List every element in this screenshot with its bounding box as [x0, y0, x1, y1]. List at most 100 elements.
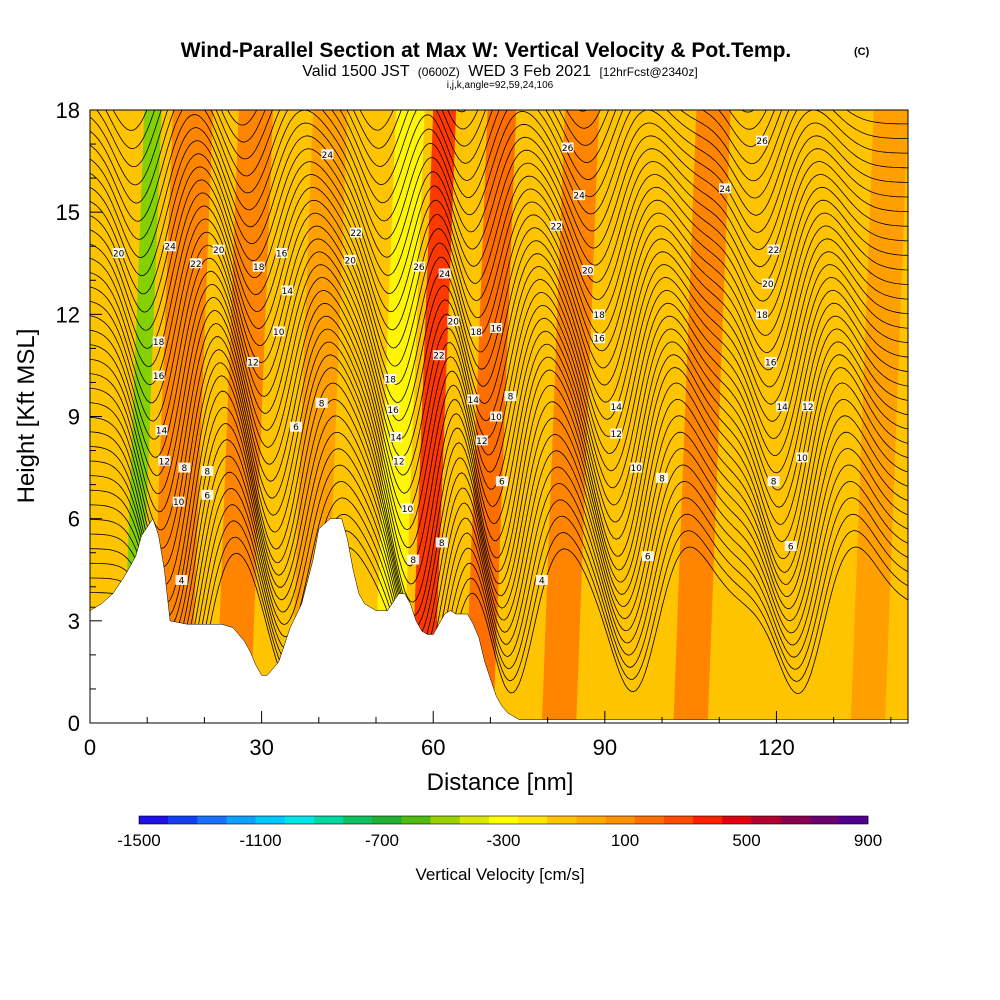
colorbar-swatch: [343, 816, 372, 824]
contour-label-text: 18: [153, 338, 165, 348]
colorbar-swatch: [839, 816, 868, 824]
plot-area: 20 24 22 20 18 16 14 10 12 8 6 24 22 20 18 16 14 12 10 8 26 2…: [90, 33, 908, 728]
contour-label-text: 6: [788, 542, 794, 552]
colorbar-swatch: [139, 816, 168, 824]
y-tick-label: 18: [56, 98, 80, 123]
contour-label: 18: [756, 309, 768, 321]
contour-label-text: 20: [582, 267, 594, 277]
contour-label-text: 10: [796, 454, 808, 464]
contour-label: 12: [247, 357, 259, 369]
contour-label: 20: [582, 265, 594, 277]
contour-label: 22: [350, 228, 362, 240]
contour-label: 12: [158, 456, 170, 468]
y-tick-label: 15: [56, 200, 80, 225]
contour-label: 24: [164, 241, 176, 253]
copyright-mark: (C): [854, 46, 870, 58]
contour-label-text: 16: [153, 372, 165, 382]
contour-label: 16: [490, 323, 502, 335]
forecast-info: [12hrFcst@2340z]: [599, 65, 697, 79]
colorbar-label: 100: [611, 831, 639, 850]
contour-label-text: 20: [113, 250, 125, 260]
contour-label: 26: [562, 142, 574, 154]
contour-label: 12: [393, 456, 405, 468]
colorbar-swatch: [547, 816, 576, 824]
contour-label-text: 24: [573, 192, 585, 202]
colorbar-swatch: [460, 816, 489, 824]
contour-label: 16: [276, 248, 288, 259]
x-tick-label: 30: [249, 735, 273, 760]
contour-label: 8: [178, 463, 190, 475]
contour-label-text: 20: [448, 318, 460, 328]
contour-label: 24: [321, 149, 333, 161]
contour-label-text: 12: [159, 457, 170, 467]
contour-label: 8: [656, 473, 668, 485]
contour-label-text: 12: [247, 359, 258, 369]
contour-label-text: 22: [350, 229, 361, 239]
contour-label-text: 16: [593, 335, 605, 345]
contour-label-text: 20: [213, 246, 225, 256]
contour-label: 6: [642, 551, 654, 563]
contour-label: 26: [756, 136, 768, 148]
contour-label: 20: [762, 279, 774, 291]
contour-label-text: 6: [499, 478, 505, 488]
colorbar-swatch: [285, 816, 314, 824]
contour-label-text: 8: [508, 393, 514, 403]
contour-label: 22: [433, 350, 445, 362]
contour-label: 16: [387, 405, 399, 417]
contour-label: 12: [610, 429, 622, 441]
contour-label-text: 14: [468, 396, 480, 406]
contour-label-text: 22: [190, 260, 201, 270]
contour-label-text: 6: [293, 423, 299, 433]
x-axis-title: Distance [nm]: [427, 769, 574, 796]
x-tick-label: 0: [84, 735, 96, 760]
contour-label: 8: [436, 538, 448, 550]
contour-label: 6: [201, 490, 213, 502]
contour-label-text: 22: [550, 222, 561, 232]
contour-label-text: 20: [345, 256, 357, 266]
contour-label: 18: [253, 262, 265, 274]
contour-label: 22: [550, 221, 562, 233]
colorbar-swatch: [781, 816, 810, 824]
colorbar-label: 500: [732, 831, 760, 850]
contour-label: 26: [413, 262, 425, 274]
contour-label: 8: [201, 466, 213, 478]
y-tick-label: 12: [56, 302, 80, 327]
contour-label: 6: [496, 476, 508, 488]
contour-label-text: 26: [756, 137, 768, 147]
contour-label-text: 8: [659, 474, 665, 484]
colorbar-swatch: [606, 816, 635, 824]
contour-label: 10: [490, 412, 502, 424]
colorbar-swatch: [722, 816, 751, 824]
contour-label: 14: [390, 432, 402, 444]
contour-label: 4: [536, 575, 548, 587]
contour-label: 6: [785, 541, 797, 553]
contour-label: 14: [776, 401, 788, 413]
chart-title: Wind-Parallel Section at Max W: Vertical…: [181, 39, 792, 62]
valid-prefix: Valid 1500 JST: [302, 63, 410, 80]
contour-label-text: 12: [611, 430, 622, 440]
x-tick-label: 90: [593, 735, 617, 760]
colorbar-label: -1500: [117, 831, 160, 850]
utc-time: (0600Z): [418, 65, 460, 79]
contour-label-text: 12: [802, 403, 813, 413]
contour-label-text: 8: [439, 539, 445, 549]
colorbar-swatch: [197, 816, 226, 824]
contour-label: 24: [573, 190, 585, 202]
contour-label: 18: [470, 326, 482, 338]
contour-label: 12: [802, 401, 814, 413]
colorbar-swatch: [431, 816, 460, 824]
x-tick-label: 120: [758, 735, 795, 760]
contour-label-text: 20: [762, 280, 774, 290]
contour-label: 10: [796, 452, 808, 464]
x-tick-label: 60: [421, 735, 445, 760]
contour-label: 14: [281, 285, 293, 297]
contour-label-text: 24: [322, 151, 334, 161]
contour-label-text: 12: [393, 457, 404, 467]
contour-label: 8: [316, 398, 328, 410]
contour-label: 24: [719, 183, 731, 195]
contour-label-text: 18: [385, 376, 397, 386]
colorbar-swatch: [810, 816, 839, 824]
y-axis-title: Height [Kft MSL]: [13, 329, 40, 504]
contour-label: 6: [290, 422, 302, 434]
contour-label: 20: [113, 248, 125, 259]
